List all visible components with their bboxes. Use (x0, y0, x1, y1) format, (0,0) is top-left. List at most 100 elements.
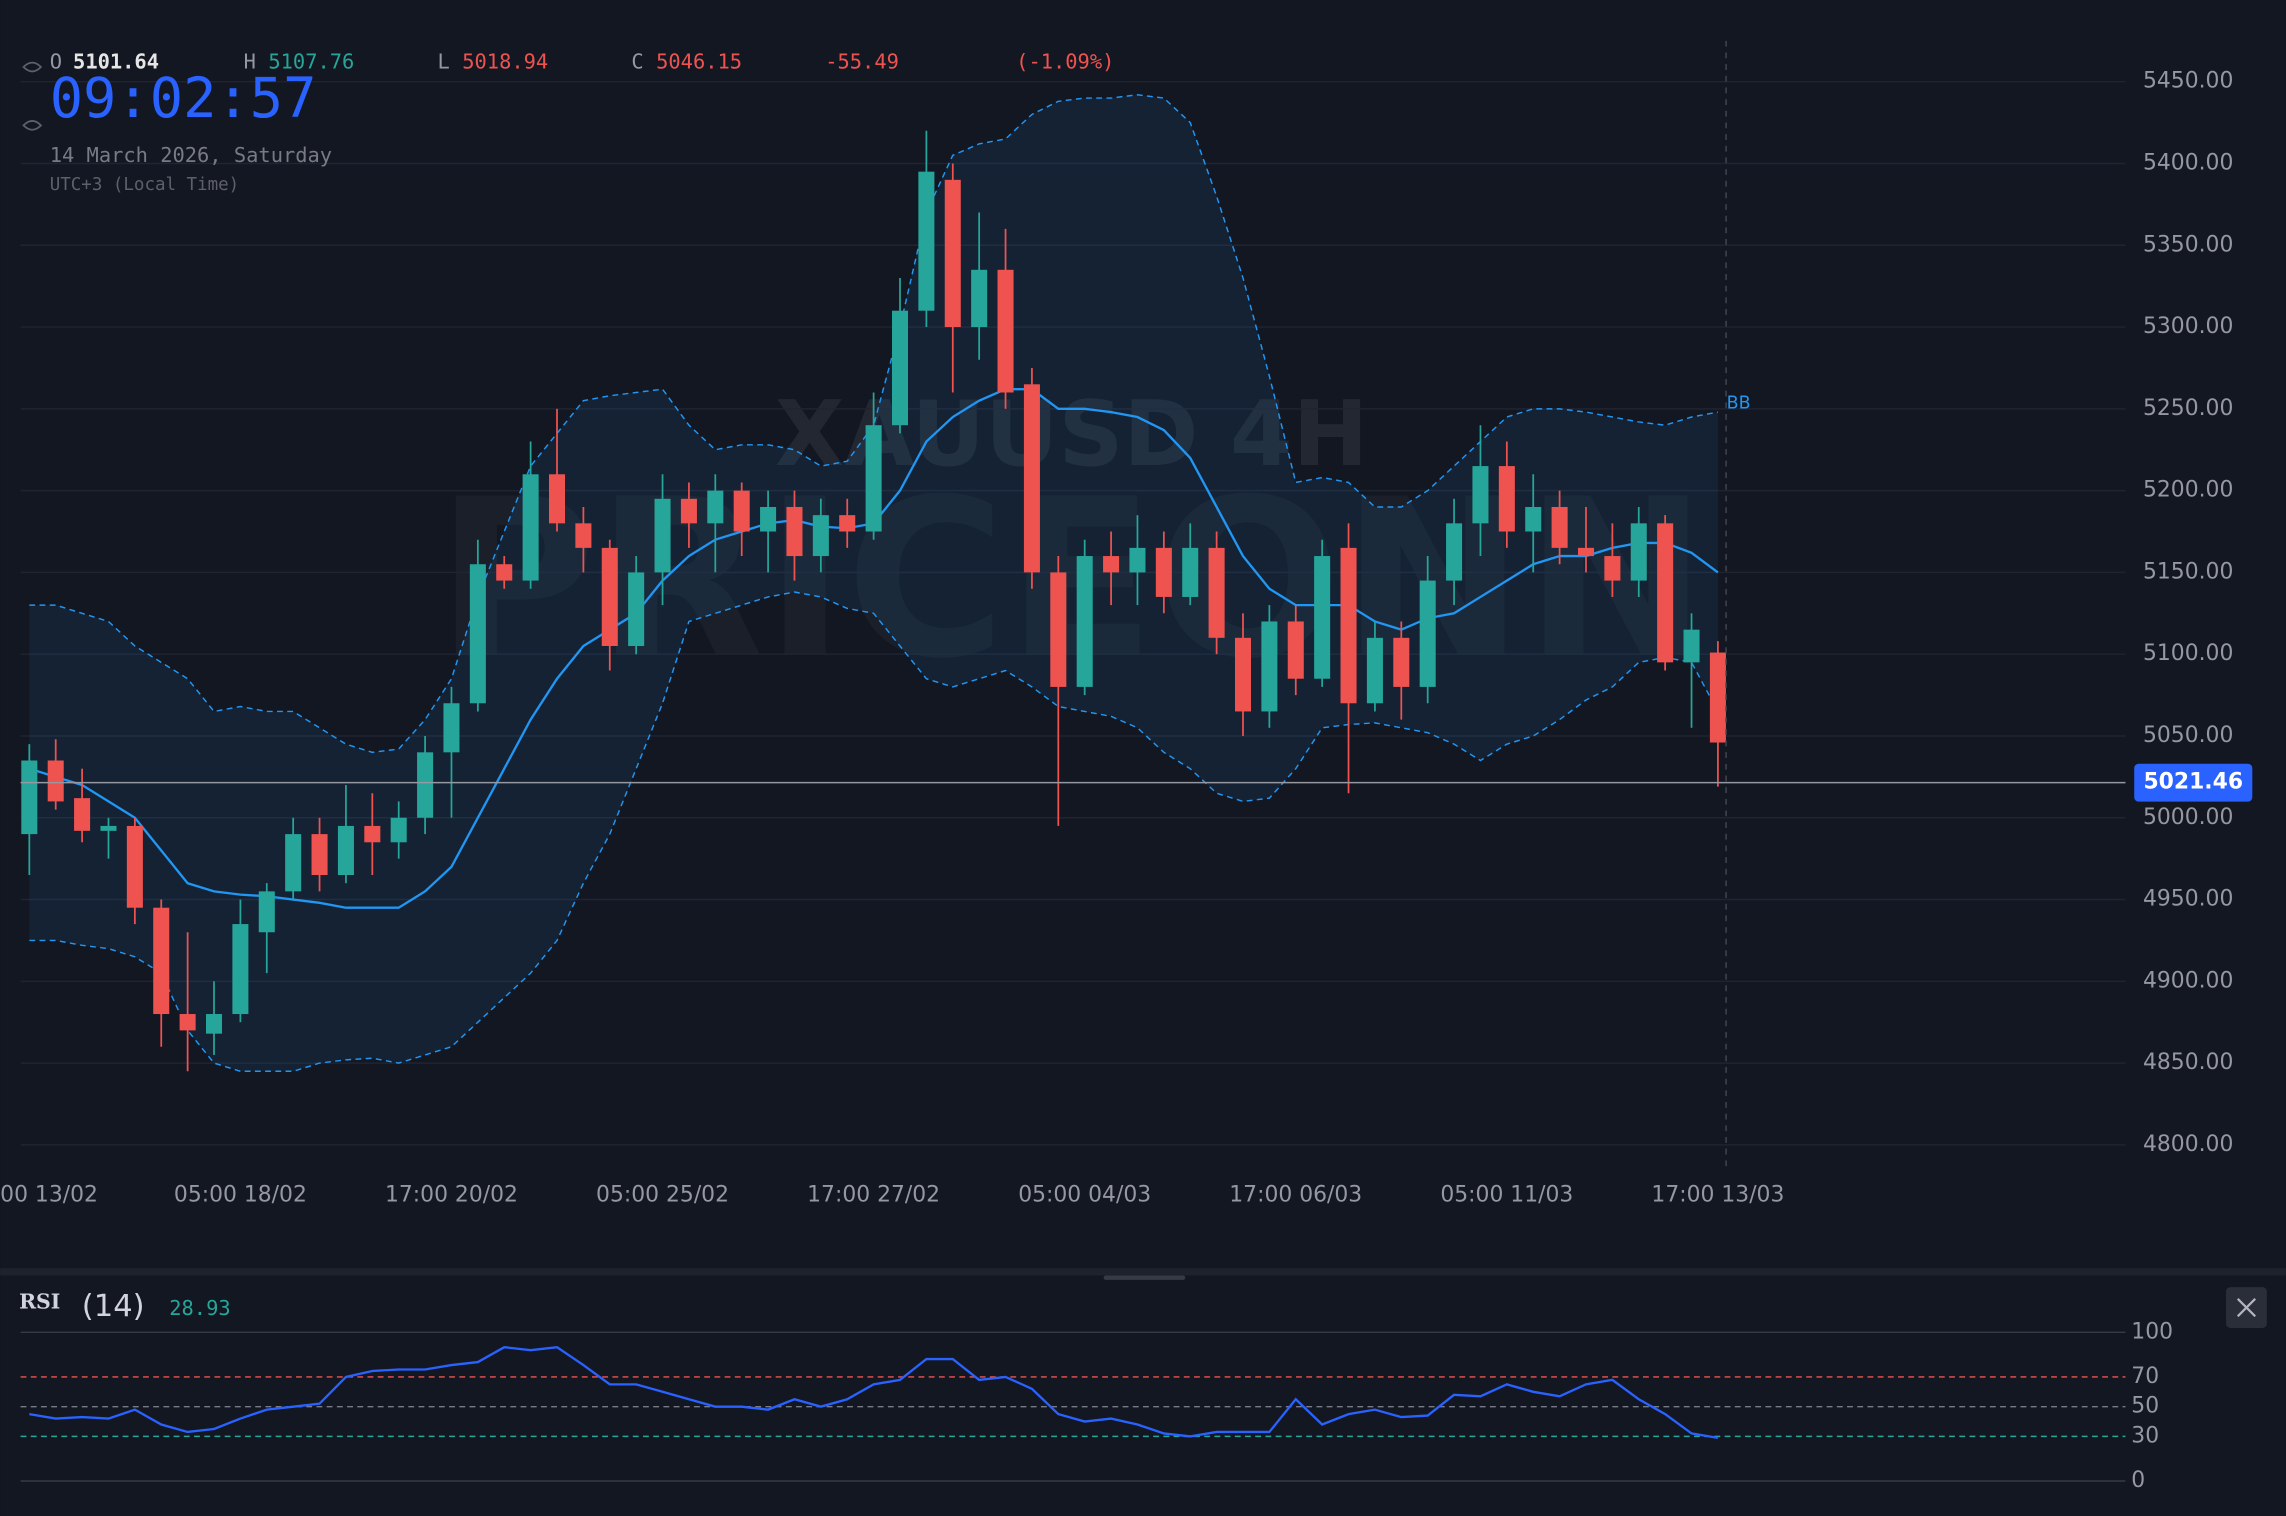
candle-body (1577, 547, 1595, 557)
eye-icon[interactable] (22, 120, 43, 131)
candle-body (1287, 621, 1304, 679)
candle-body (628, 572, 645, 647)
candle-body (232, 924, 249, 1015)
candle-body (179, 1014, 196, 1031)
candle-body (1340, 547, 1357, 704)
open-label: O (50, 50, 62, 74)
candle-body (522, 474, 539, 581)
candle-body (337, 825, 354, 876)
candle-body (1551, 506, 1568, 548)
candle-body (126, 825, 143, 908)
rsi-current: 28.93 (169, 1296, 230, 1320)
x-tick-label: 17:00 06/03 (1229, 1182, 1362, 1207)
candle-body (1023, 384, 1040, 573)
y-tick-label: 5200.00 (2143, 478, 2233, 503)
candle-body (997, 269, 1014, 393)
rsi-title: RSI (19, 1290, 60, 1314)
rsi-tick-label: 100 (2131, 1319, 2173, 1344)
pane-handle[interactable] (1103, 1275, 1186, 1280)
x-tick-label: 00 13/02 (0, 1182, 98, 1207)
y-tick-label: 5100.00 (2143, 641, 2233, 666)
candle-body (1103, 556, 1120, 573)
candle-body (971, 269, 988, 328)
rsi-tick-label: 70 (2131, 1364, 2159, 1389)
candle-body (100, 825, 117, 831)
y-tick-label: 5000.00 (2143, 805, 2233, 830)
candle-body (786, 506, 803, 557)
y-tick-label: 5350.00 (2143, 232, 2233, 257)
candle-body (1498, 466, 1515, 532)
y-tick-label: 5400.00 (2143, 150, 2233, 175)
candle-body (1393, 637, 1410, 687)
candle-body (1446, 523, 1463, 581)
candle-body (311, 834, 328, 876)
candle-body (548, 474, 566, 524)
candle-body (1076, 556, 1093, 687)
y-tick-label: 4800.00 (2143, 1132, 2233, 1157)
candle-body (1604, 556, 1621, 581)
candle-body (21, 760, 38, 835)
candle-body (1683, 629, 1700, 663)
close-icon[interactable] (2236, 1298, 2256, 1318)
candle-body (390, 817, 407, 843)
candle-body (1657, 523, 1674, 663)
candle-body (865, 425, 882, 532)
clock-date: 14 March 2026, Saturday (50, 143, 332, 167)
last-price-tag (2134, 763, 2253, 802)
rsi-tick-label: 30 (2131, 1423, 2159, 1448)
change-pct: (-1.09%) (1016, 50, 1114, 74)
grid: 4800.00 4850.00 4900.00 4950.00 5000.00 5050.… (0, 69, 2233, 1493)
candle-body (1314, 556, 1331, 679)
candle-body (733, 490, 750, 532)
candle-body (1155, 547, 1172, 597)
x-tick-label: 05:00 18/02 (174, 1182, 307, 1207)
candle-body (1182, 547, 1199, 597)
rsi-period: (14) (82, 1289, 145, 1324)
candle-body (575, 523, 592, 548)
close-value: 5046.15 (656, 50, 742, 74)
candle-body (74, 798, 91, 831)
x-tick-label: 05:00 11/03 (1440, 1182, 1573, 1207)
close-label: C (631, 50, 643, 74)
low-label: L (437, 50, 449, 74)
candle-body (944, 179, 961, 328)
x-tick-label: 17:00 13/03 (1651, 1182, 1784, 1207)
candle-body (839, 515, 856, 532)
rsi-tick-label: 0 (2131, 1468, 2145, 1493)
eye-icon[interactable] (22, 61, 43, 73)
rsi-line (29, 1345, 1719, 1440)
y-tick-label: 5150.00 (2143, 559, 2233, 584)
clock-time: 09:02:57 (50, 67, 317, 131)
rsi-tick-label: 50 (2131, 1394, 2159, 1419)
candle-body (918, 171, 935, 311)
last-price-label: 5021.46 (2143, 770, 2243, 795)
candle-body (417, 752, 434, 818)
pane-separator[interactable] (0, 1268, 2286, 1276)
plot: BB 5021.46 (20, 94, 2253, 1440)
candle-body (760, 506, 777, 532)
candle-body (812, 515, 829, 557)
y-tick-label: 4950.00 (2143, 887, 2233, 912)
candle-body (258, 891, 275, 933)
candle-body (1472, 466, 1489, 524)
candle-body (285, 834, 302, 892)
candle-body (654, 498, 671, 573)
candle-body (1419, 580, 1436, 687)
band-upper (29, 94, 1719, 754)
clock-timezone: UTC+3 (Local Time) (50, 175, 239, 195)
y-tick-label: 5250.00 (2143, 396, 2233, 421)
y-tick-label: 5300.00 (2143, 314, 2233, 339)
candle-body (680, 498, 697, 524)
candle-body (1261, 621, 1278, 712)
candle-body (1129, 547, 1146, 573)
candle-body (1525, 506, 1542, 532)
candle-body (364, 825, 381, 843)
candle-body (443, 703, 460, 753)
band-fill (29, 94, 1718, 1072)
high-label: H (244, 50, 256, 74)
x-tick-label: 05:00 25/02 (596, 1182, 729, 1207)
open-value: 5101.64 (73, 50, 159, 74)
x-tick-label: 17:00 20/02 (385, 1182, 518, 1207)
